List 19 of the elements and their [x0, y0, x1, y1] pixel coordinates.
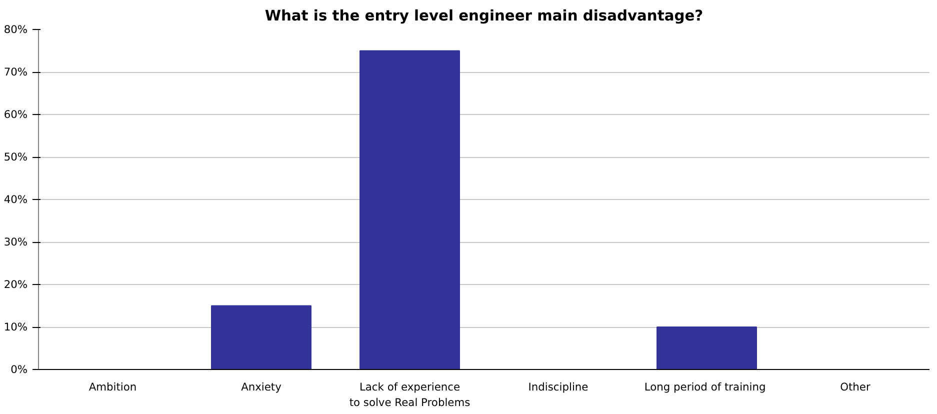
y-tick-label: 30%: [4, 236, 28, 248]
y-tick-label: 0%: [10, 363, 28, 376]
y-tick-label: 60%: [4, 108, 28, 121]
bar: [656, 326, 757, 370]
chart-title: What is the entry level engineer main disadvantage?: [264, 8, 704, 24]
y-tick-label: 20%: [4, 278, 28, 291]
x-tick-label: Indiscipline: [528, 380, 588, 394]
x-tick-label: Lack of experience to solve Real Problems: [349, 380, 471, 410]
bar: [360, 50, 460, 370]
x-tick-label: Anxiety: [241, 380, 282, 394]
y-tick-label: 10%: [4, 320, 28, 334]
y-tick-label: 50%: [4, 150, 28, 164]
x-tick-label: Other: [840, 380, 871, 394]
y-tick-label: 80%: [4, 23, 28, 36]
bar: [211, 305, 312, 370]
x-tick-label: Ambition: [88, 380, 137, 394]
x-tick-label: Long period of training: [644, 380, 766, 394]
y-tick-label: 40%: [4, 193, 28, 206]
y-tick-label: 70%: [4, 66, 28, 78]
